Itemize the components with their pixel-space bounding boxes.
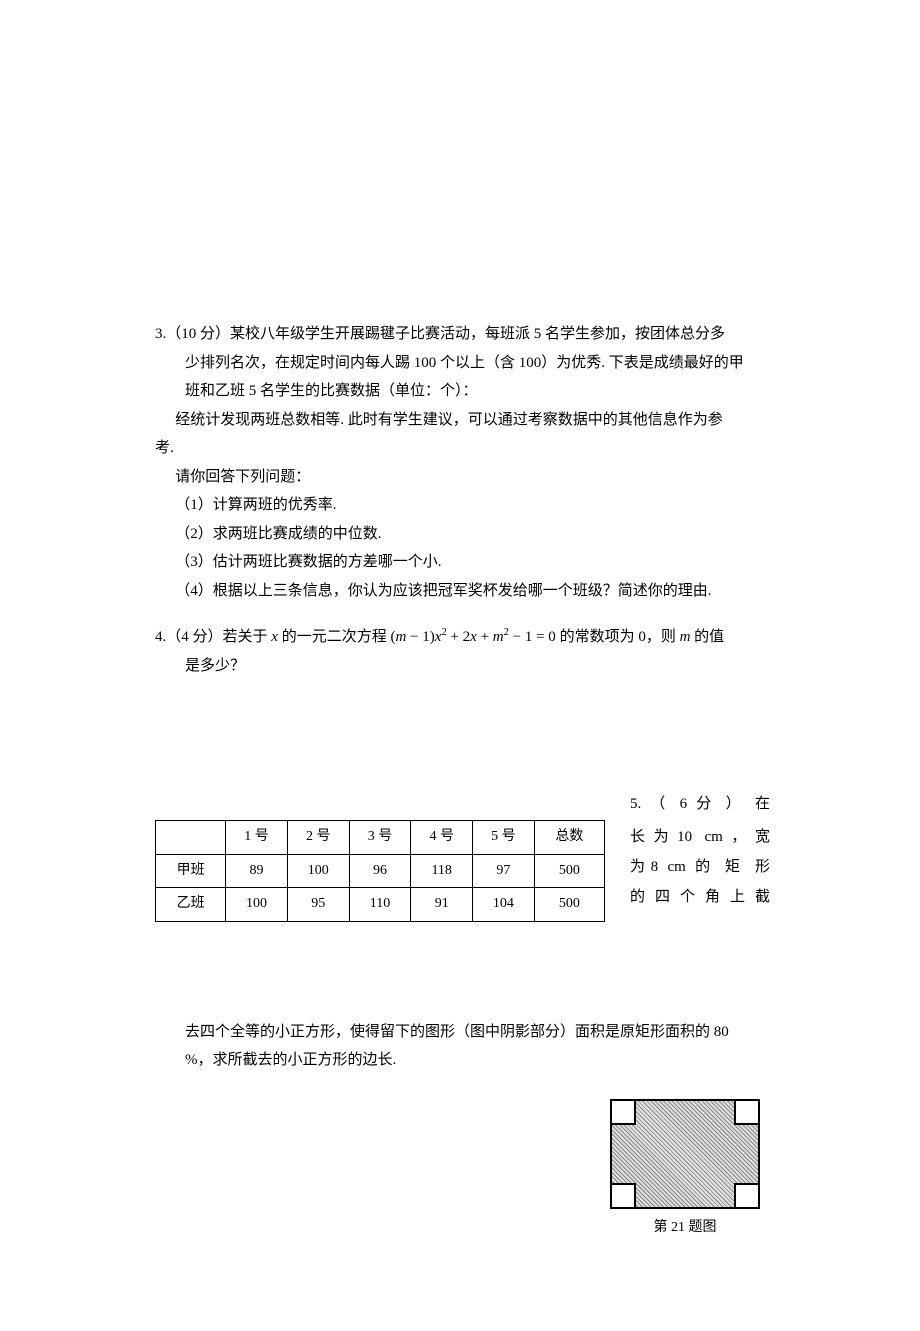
q5-right2: 为8 cm 的 矩 形 xyxy=(630,852,770,882)
q5-body1: 去四个全等的小正方形，使得留下的图形（图中阴影部分）面积是原矩形面积的 80 xyxy=(185,1018,770,1047)
cell: 110 xyxy=(349,888,411,922)
cell: 100 xyxy=(287,854,349,888)
th-total: 总数 xyxy=(534,821,604,855)
q5-body2: %，求所截去的小正方形的边长. xyxy=(185,1046,770,1075)
q5-right3: 的 四 个 角 上 截 xyxy=(630,882,770,912)
question-3: 3.（10 分）某校八年级学生开展踢毽子比赛活动，每班派 5 名学生参加，按团体… xyxy=(155,320,770,605)
question-4: 4.（4 分）若关于 x 的一元二次方程 (m − 1)x2 + 2x + m2… xyxy=(155,623,770,680)
q3-line5: 考. xyxy=(155,434,770,463)
cell: 100 xyxy=(226,888,288,922)
corner-br xyxy=(734,1183,760,1209)
corner-tr xyxy=(734,1099,760,1125)
q4-eq: (m − 1)x2 + 2x + m2 − 1 = 0 xyxy=(390,629,555,645)
cell: 500 xyxy=(534,888,604,922)
q3-a2: （2）求两班比赛成绩的中位数. xyxy=(155,520,770,549)
data-table: 1 号 2 号 3 号 4 号 5 号 总数 甲班 89 100 96 118 … xyxy=(155,820,605,922)
cell: 95 xyxy=(287,888,349,922)
cell: 91 xyxy=(411,888,473,922)
cell: 乙班 xyxy=(156,888,226,922)
q4-suffix: 的值 xyxy=(690,629,724,645)
cell: 89 xyxy=(226,854,288,888)
cell: 104 xyxy=(473,888,535,922)
q5-right1: 长为10 cm，宽 xyxy=(630,822,770,852)
q4-line2: 是多少？ xyxy=(155,652,770,681)
cell: 97 xyxy=(473,854,535,888)
th-blank xyxy=(156,821,226,855)
q5-body: 去四个全等的小正方形，使得留下的图形（图中阴影部分）面积是原矩形面积的 80 %… xyxy=(155,1018,770,1075)
q4-var-m: m xyxy=(680,629,691,645)
cell: 500 xyxy=(534,854,604,888)
q5-right-wrap: 长为10 cm，宽 为8 cm 的 矩 形 的 四 个 角 上 截 xyxy=(630,822,770,912)
cell: 甲班 xyxy=(156,854,226,888)
q5-first-line: 5. （ 6 分 ） 在 xyxy=(630,790,770,819)
th-5: 5 号 xyxy=(473,821,535,855)
th-4: 4 号 xyxy=(411,821,473,855)
q4-line1: 4.（4 分）若关于 x 的一元二次方程 (m − 1)x2 + 2x + m2… xyxy=(155,623,770,652)
table-row: 乙班 100 95 110 91 104 500 xyxy=(156,888,605,922)
q4-prefix: 4.（4 分）若关于 xyxy=(155,629,271,645)
cell: 96 xyxy=(349,854,411,888)
th-1: 1 号 xyxy=(226,821,288,855)
figure-21: 第 21 题图 xyxy=(610,1099,760,1242)
cell: 118 xyxy=(411,854,473,888)
table-header-row: 1 号 2 号 3 号 4 号 5 号 总数 xyxy=(156,821,605,855)
th-3: 3 号 xyxy=(349,821,411,855)
table-row: 甲班 89 100 96 118 97 500 xyxy=(156,854,605,888)
question-5-area: 5. （ 6 分 ） 在 1 号 2 号 3 号 4 号 5 号 总数 甲班 8… xyxy=(155,820,770,922)
figure-21-shape xyxy=(610,1099,760,1209)
q4-mid2: 的常数项为 0，则 xyxy=(556,629,680,645)
q3-line6: 请你回答下列问题： xyxy=(155,463,770,492)
q4-var-x: x xyxy=(271,629,278,645)
q3-line3: 班和乙班 5 名学生的比赛数据（单位：个）： xyxy=(155,377,770,406)
figure-21-caption: 第 21 题图 xyxy=(610,1215,760,1242)
corner-bl xyxy=(610,1183,636,1209)
data-table-wrap: 1 号 2 号 3 号 4 号 5 号 总数 甲班 89 100 96 118 … xyxy=(155,820,605,922)
q3-line4: 经统计发现两班总数相等. 此时有学生建议，可以通过考察数据中的其他信息作为参 xyxy=(155,406,770,435)
q3-line1: 3.（10 分）某校八年级学生开展踢毽子比赛活动，每班派 5 名学生参加，按团体… xyxy=(155,320,770,349)
q3-a3: （3）估计两班比赛数据的方差哪一个小. xyxy=(155,548,770,577)
corner-tl xyxy=(610,1099,636,1125)
th-2: 2 号 xyxy=(287,821,349,855)
page: 3.（10 分）某校八年级学生开展踢毽子比赛活动，每班派 5 名学生参加，按团体… xyxy=(0,0,920,1331)
q3-line2: 少排列名次，在规定时间内每人踢 100 个以上（含 100）为优秀. 下表是成绩… xyxy=(155,349,770,378)
q3-a1: （1）计算两班的优秀率. xyxy=(155,491,770,520)
q3-a4: （4）根据以上三条信息，你认为应该把冠军奖杯发给哪一个班级？简述你的理由. xyxy=(155,577,770,606)
q4-mid1: 的一元二次方程 xyxy=(278,629,391,645)
